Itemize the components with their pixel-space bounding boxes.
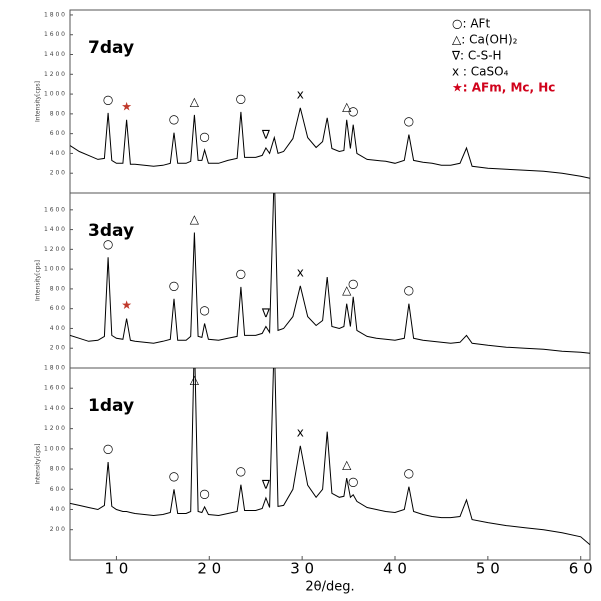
peak-marker: ★ [121,99,132,113]
y-tick-label: 1 0 0 0 [44,266,65,273]
y-tick-label: 1 4 0 0 [44,226,65,233]
panel-label: 1day [88,396,134,416]
peak-marker: x [297,265,304,279]
peak-marker: △ [342,99,352,113]
y-tick-label: 1 2 0 0 [44,246,65,253]
y-tick-label: 4 0 0 [50,325,65,332]
peak-marker: △ [342,283,352,297]
y-axis-label: Intensity[cps] [35,443,42,484]
y-tick-label: 1 8 0 0 [44,365,65,372]
xrd-line [70,193,590,354]
peak-marker: ○ [103,441,113,455]
y-tick-label: 1 0 0 0 [44,445,65,452]
x-tick-label: 1 0 [104,560,128,578]
xrd-line [70,107,590,179]
y-axis-label: Intensity[cps] [35,81,42,122]
y-tick-label: 6 0 0 [50,486,65,493]
y-tick-label: 1 4 0 0 [44,405,65,412]
peak-marker: ○ [404,283,414,297]
peak-marker: ○ [348,104,358,118]
y-tick-label: 1 0 0 0 [44,91,65,98]
panel-label: 7day [88,38,134,58]
y-tick-label: 6 0 0 [50,130,65,137]
y-axis-label: Intensity[cps] [35,260,42,301]
peak-marker: △ [190,212,200,226]
y-tick-label: 1 6 0 0 [44,31,65,38]
panel-label: 3day [88,221,134,241]
peak-marker: ○ [236,266,246,280]
peak-marker: ○ [404,466,414,480]
peak-marker: ○ [199,303,209,317]
plot-area [70,368,590,546]
peak-marker: ★ [121,298,132,312]
peak-marker: △ [190,94,200,108]
x-tick-label: 4 0 [383,560,407,578]
panel-frame [69,367,591,561]
plot-area [70,107,590,179]
y-tick-label: 4 0 0 [50,506,65,513]
y-tick-label: 1 8 0 0 [44,11,65,18]
y-tick-label: 6 0 0 [50,305,65,312]
peak-marker: ○ [169,469,179,483]
legend-entry: ∇: C-S-H [451,49,502,63]
y-tick-label: 8 0 0 [50,466,65,473]
xrd-line [70,368,590,546]
x-tick-label: 3 0 [290,560,314,578]
peak-marker: ∇ [261,127,271,141]
peak-marker: x [297,425,304,439]
y-tick-label: 2 0 0 [50,526,65,533]
legend-entry: ★: AFm, Mc, Hc [452,81,555,95]
legend-entry: △: Ca(OH)₂ [452,33,518,47]
x-tick-label: 6 0 [569,560,593,578]
peak-marker: ○ [103,237,113,251]
y-tick-label: 8 0 0 [50,110,65,117]
peak-marker: ○ [199,486,209,500]
peak-marker: ○ [236,91,246,105]
legend-entry: ○: AFt [452,17,490,31]
y-tick-label: 2 0 0 [50,170,65,177]
peak-marker: ○ [103,92,113,106]
peak-marker: ∇ [261,306,271,320]
y-tick-label: 1 2 0 0 [44,425,65,432]
peak-marker: ○ [348,474,358,488]
peak-marker: ○ [169,112,179,126]
legend-entry: x : CaSO₄ [452,65,509,79]
y-tick-label: 1 6 0 0 [44,385,65,392]
y-tick-label: 1 4 0 0 [44,51,65,58]
y-tick-label: 8 0 0 [50,285,65,292]
x-axis-label: 2θ/deg. [305,580,354,595]
peak-marker: ○ [404,114,414,128]
peak-marker: ∇ [261,477,271,491]
peak-marker: x [297,87,304,101]
peak-marker: ○ [199,129,209,143]
peak-marker: ○ [348,276,358,290]
y-tick-label: 4 0 0 [50,150,65,157]
y-tick-label: 1 2 0 0 [44,71,65,78]
peak-marker: ○ [169,278,179,292]
peak-marker: △ [190,373,200,387]
peak-marker: ○ [236,464,246,478]
x-tick-label: 5 0 [476,560,500,578]
peak-marker: △ [342,458,352,472]
x-tick-label: 2 0 [197,560,221,578]
y-tick-label: 1 6 0 0 [44,206,65,213]
plot-area [70,193,590,354]
y-tick-label: 2 0 0 [50,345,65,352]
